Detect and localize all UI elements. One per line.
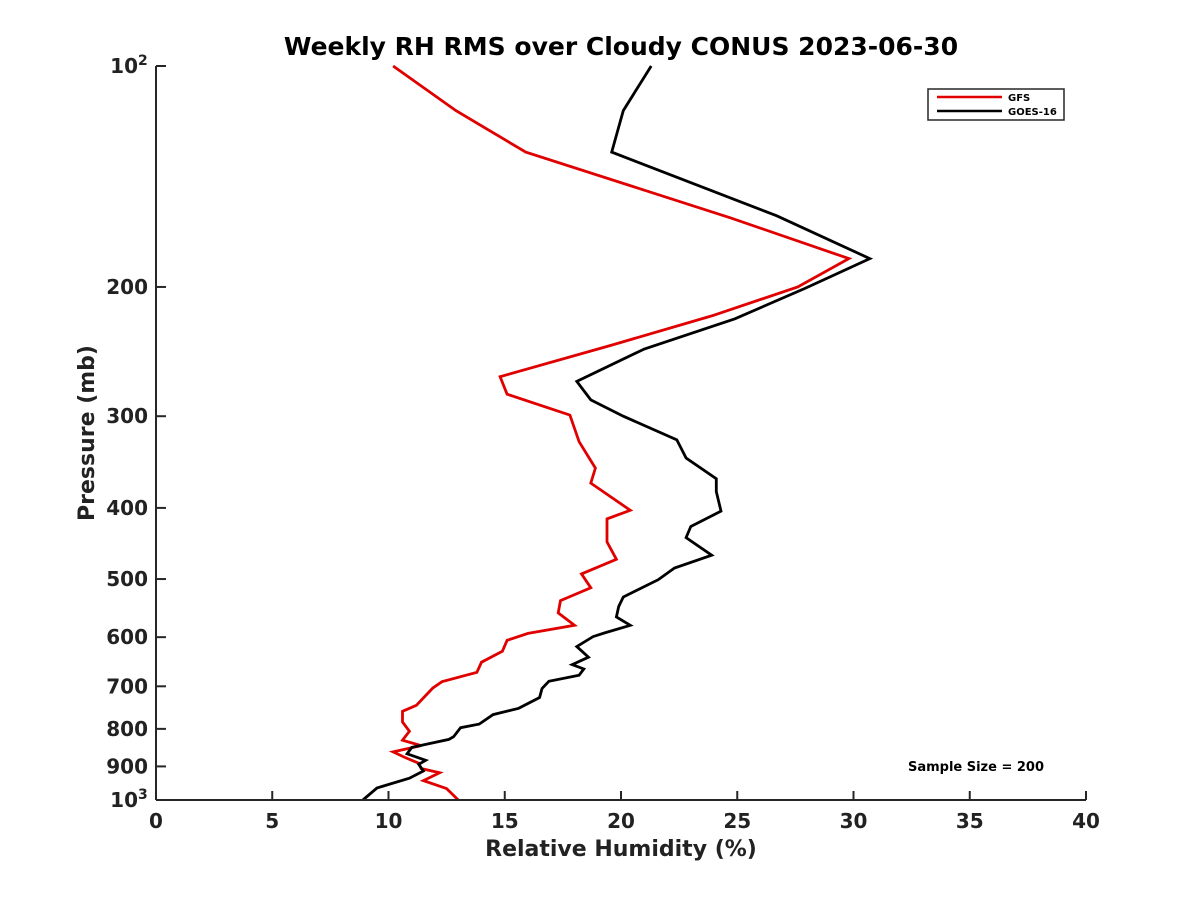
x-tick-label: 5: [265, 809, 279, 833]
series-line-gfs: [388, 64, 853, 802]
x-tick-label: 25: [723, 809, 751, 833]
y-tick-label: 400: [106, 496, 148, 520]
x-axis-title: Relative Humidity (%): [485, 837, 757, 862]
x-tick-label: 20: [607, 809, 635, 833]
y-tick-label: 700: [106, 674, 148, 698]
y-axis-title: Pressure (mb): [75, 345, 100, 521]
x-axis-ticks: 0 5 10 15 20 25 30 35 40: [149, 791, 1100, 833]
y-tick-label: 10: [110, 54, 138, 78]
legend-box: [927, 88, 1065, 121]
x-tick-label: 15: [491, 809, 519, 833]
sample-size-annotation: Sample Size = 200: [908, 760, 1044, 775]
x-tick-label: 10: [375, 809, 403, 833]
x-tick-label: 30: [840, 809, 868, 833]
legend-label-gfs: GFS: [1008, 93, 1030, 104]
x-tick-label: 35: [956, 809, 984, 833]
y-tick-label: 10: [110, 788, 138, 812]
y-tick-label: 800: [106, 717, 148, 741]
series-layer: [361, 64, 874, 802]
y-tick-label: 200: [106, 275, 148, 299]
legend: GFS GOES-16: [927, 88, 1065, 121]
legend-label-goes16: GOES-16: [1008, 107, 1057, 118]
x-tick-label: 0: [149, 809, 163, 833]
y-tick-label: 600: [106, 625, 148, 649]
y-tick-label: 300: [106, 404, 148, 428]
y-tick-label: 500: [106, 567, 148, 591]
y-tick-exponent: 2: [138, 53, 148, 69]
y-tick-label: 900: [106, 754, 148, 778]
x-tick-label: 40: [1072, 809, 1100, 833]
chart-title: Weekly RH RMS over Cloudy CONUS 2023-06-…: [284, 32, 958, 61]
series-line-goes16: [361, 65, 874, 802]
y-tick-exponent: 3: [138, 787, 148, 803]
